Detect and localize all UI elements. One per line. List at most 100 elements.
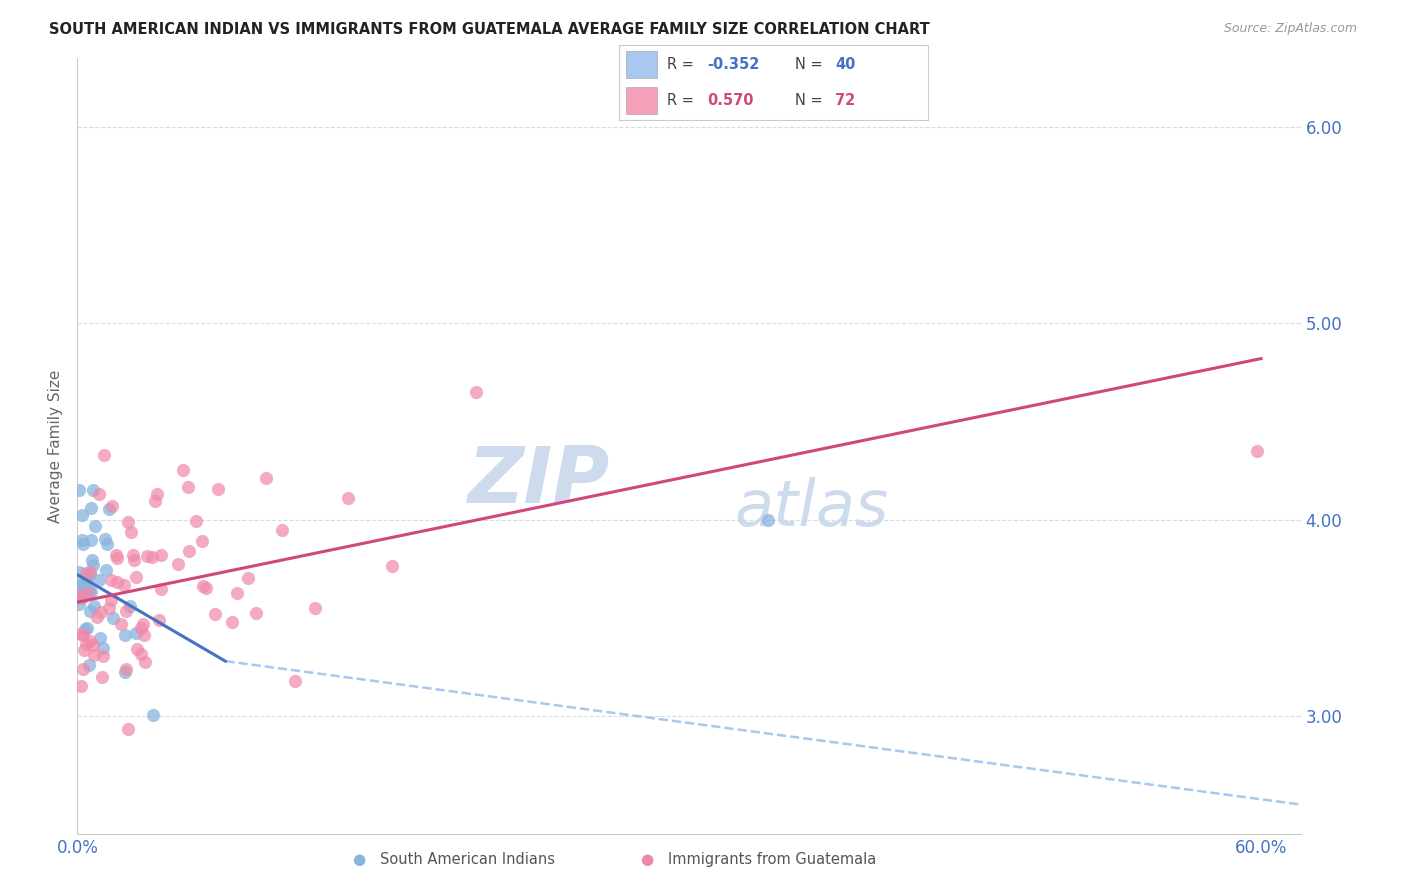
Text: Immigrants from Guatemala: Immigrants from Guatemala: [668, 852, 876, 867]
Point: [134, 655, 156, 669]
Point: [79, 566, 101, 580]
Text: ZIP: ZIP: [467, 443, 609, 519]
Point: [76, 571, 98, 585]
Point: [254, 471, 277, 485]
Point: [77, 658, 100, 673]
Point: [73, 588, 96, 602]
Point: [226, 586, 249, 600]
Point: [69, 590, 91, 604]
Text: Source: ZipAtlas.com: Source: ZipAtlas.com: [1223, 22, 1357, 36]
Bar: [626, 87, 657, 114]
Text: R =: R =: [666, 57, 699, 72]
Point: [104, 548, 127, 562]
Point: [143, 494, 166, 508]
Point: [90, 670, 112, 684]
Point: [117, 722, 139, 736]
Y-axis label: Average Family Size: Average Family Size: [48, 369, 63, 523]
Point: [136, 549, 159, 563]
Point: [97, 600, 120, 615]
Point: [79, 604, 101, 618]
Point: [131, 621, 153, 635]
Point: [141, 550, 163, 565]
Text: R =: R =: [666, 93, 703, 108]
Point: [284, 674, 307, 689]
Point: [148, 614, 170, 628]
Point: [125, 626, 148, 640]
Point: [91, 641, 114, 656]
Bar: [626, 51, 657, 78]
Point: [127, 642, 149, 657]
Text: atlas: atlas: [734, 477, 889, 539]
Point: [195, 581, 218, 595]
Point: [150, 548, 173, 562]
Text: 0.570: 0.570: [707, 93, 754, 108]
Point: [87, 487, 110, 501]
Point: [72, 578, 94, 592]
Point: [70, 533, 93, 548]
Point: [100, 573, 122, 587]
Point: [115, 604, 138, 618]
Point: [77, 584, 100, 599]
Point: [191, 579, 214, 593]
Point: [79, 584, 101, 599]
Point: [75, 637, 97, 651]
Point: [114, 628, 136, 642]
Point: [75, 566, 97, 580]
Point: [207, 483, 229, 497]
Text: ●: ●: [640, 852, 654, 867]
Point: [83, 599, 105, 613]
Text: N =: N =: [794, 93, 827, 108]
Point: [125, 570, 148, 584]
Point: [112, 578, 135, 592]
Point: [96, 563, 118, 577]
Point: [73, 622, 96, 636]
Point: [69, 627, 91, 641]
Point: [69, 679, 91, 693]
Point: [82, 638, 104, 652]
Point: [131, 616, 153, 631]
Point: [191, 534, 214, 549]
Text: 40: 40: [835, 57, 855, 72]
Point: [271, 523, 294, 537]
Text: SOUTH AMERICAN INDIAN VS IMMIGRANTS FROM GUATEMALA AVERAGE FAMILY SIZE CORRELATI: SOUTH AMERICAN INDIAN VS IMMIGRANTS FROM…: [49, 22, 929, 37]
Point: [75, 575, 97, 590]
Point: [117, 515, 139, 529]
Text: South American Indians: South American Indians: [380, 852, 554, 867]
Point: [150, 582, 173, 597]
Point: [129, 647, 152, 661]
Point: [120, 599, 142, 614]
Point: [114, 665, 136, 679]
Text: N =: N =: [794, 57, 827, 72]
Point: [96, 537, 118, 551]
Point: [105, 575, 128, 590]
Point: [67, 598, 90, 612]
Point: [186, 514, 208, 528]
Point: [756, 513, 779, 527]
Point: [105, 550, 128, 565]
Text: -0.352: -0.352: [707, 57, 759, 72]
Point: [204, 607, 226, 621]
Point: [83, 648, 105, 662]
Point: [72, 537, 94, 551]
Point: [115, 662, 138, 676]
Point: [177, 544, 200, 558]
Point: [120, 524, 142, 539]
Text: 72: 72: [835, 93, 855, 108]
Point: [172, 463, 194, 477]
Point: [337, 491, 360, 505]
Point: [304, 601, 326, 615]
Point: [67, 565, 90, 579]
Point: [90, 605, 112, 619]
Point: [89, 631, 111, 645]
Point: [91, 649, 114, 664]
Text: ●: ●: [352, 852, 366, 867]
Point: [84, 519, 107, 533]
Point: [70, 508, 93, 522]
Point: [69, 588, 91, 602]
Point: [70, 591, 93, 605]
Point: [80, 500, 103, 515]
Point: [110, 617, 132, 632]
Point: [72, 662, 94, 676]
Point: [132, 628, 155, 642]
Point: [76, 622, 98, 636]
